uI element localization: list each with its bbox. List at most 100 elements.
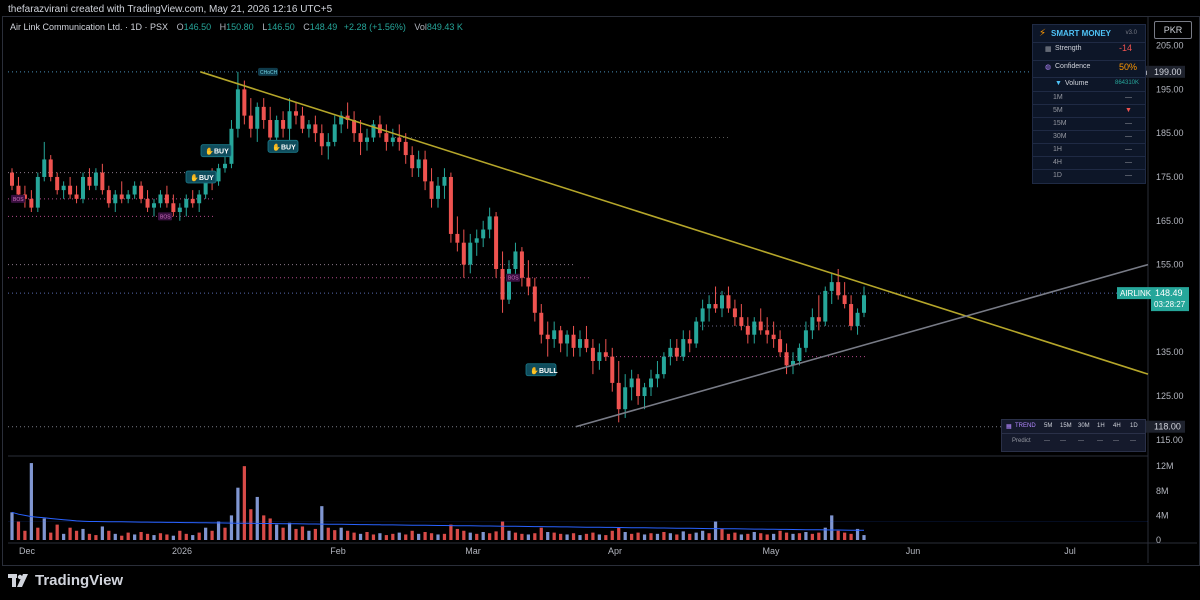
- volume-bar: [584, 533, 589, 540]
- candle-body: [410, 155, 415, 169]
- signal-choch-bg: [258, 67, 278, 76]
- volume-bar: [145, 533, 150, 540]
- high-value: 150.80: [226, 22, 254, 32]
- volume-label: Vol: [414, 22, 427, 32]
- open-value: 146.50: [183, 22, 212, 32]
- candle-body: [119, 194, 124, 199]
- candle-body: [603, 352, 608, 357]
- candle-body: [132, 185, 137, 195]
- signal-buy-icon: ✋: [190, 173, 199, 182]
- signal-buy-bg: [200, 144, 232, 158]
- trend-row-label: Predict: [1012, 438, 1031, 444]
- volume-bar: [442, 533, 447, 540]
- volume-bar: [642, 534, 647, 540]
- candle-body: [494, 216, 499, 269]
- candle-body: [429, 181, 434, 199]
- confidence-row: ◍ Confidence 50%: [1033, 60, 1145, 77]
- candle-body: [216, 168, 221, 182]
- candle-body: [500, 268, 505, 300]
- tf-row: 4H —: [1033, 156, 1145, 170]
- signal-bos-text: BOS: [160, 214, 171, 220]
- candle-body: [790, 360, 796, 366]
- candle-body: [481, 229, 486, 239]
- candle-body: [700, 308, 705, 322]
- volume-bar: [843, 532, 847, 540]
- volume-bar: [236, 487, 240, 540]
- volume-bar: [830, 515, 834, 540]
- signal-buy-text: BUY: [199, 175, 214, 182]
- volume-bar: [649, 533, 653, 540]
- trend-cell: —: [1060, 438, 1066, 444]
- low-price-tag-value: 118.00: [1154, 422, 1181, 432]
- volume-bar: [384, 535, 388, 540]
- candle-body: [87, 176, 92, 186]
- price-tick-label: 165.00: [1156, 216, 1184, 226]
- currency-button[interactable]: PKR: [1154, 21, 1192, 39]
- volume-bar: [855, 528, 860, 540]
- tf-label: 1D: [1053, 172, 1062, 179]
- volume-bar: [216, 521, 221, 540]
- volume-bar: [533, 533, 537, 540]
- candle-body: [261, 106, 266, 121]
- volume-bar: [468, 532, 472, 540]
- tradingview-wordmark: TradingView: [35, 572, 124, 589]
- volume-bar: [707, 533, 711, 540]
- candle-body: [235, 89, 240, 129]
- candle-body: [861, 295, 867, 313]
- volume-bar: [791, 533, 795, 540]
- candle-body: [151, 203, 157, 208]
- trend-table: ▦ TREND 5M 15M 30M 1H 4H 1D Predict — — …: [1001, 419, 1146, 452]
- chart-frame[interactable]: [2, 16, 1200, 566]
- volume-bar: [804, 532, 808, 540]
- candle-body: [268, 120, 273, 138]
- volume-bar: [823, 527, 827, 540]
- volume-bar: [171, 535, 175, 540]
- volume-ma-line: [11, 511, 864, 531]
- volume-bar: [688, 533, 692, 540]
- low-label: L: [262, 22, 268, 32]
- volume-bar: [352, 532, 356, 540]
- volume-bar: [765, 534, 769, 540]
- volume-bar: [346, 530, 350, 540]
- candle-body: [352, 120, 357, 134]
- candle-body: [752, 321, 757, 335]
- volume-bar: [488, 533, 492, 540]
- candle-body: [364, 137, 370, 142]
- last-price-tag-bg: [1151, 287, 1189, 312]
- volume-bar: [610, 530, 614, 540]
- volume-bar: [836, 530, 840, 540]
- candle-body: [610, 356, 615, 383]
- candle-body: [455, 233, 460, 243]
- candle-body: [461, 242, 466, 265]
- candle-body: [532, 286, 537, 313]
- candle-body: [661, 356, 666, 375]
- volume-bar: [29, 463, 33, 540]
- volume-bar: [617, 527, 621, 540]
- volume-bar: [507, 530, 511, 540]
- tradingview-logo[interactable]: TradingView: [8, 572, 123, 589]
- tf-label: 1M: [1053, 94, 1063, 101]
- candle-body: [126, 194, 131, 199]
- time-axis-label: Feb: [330, 546, 346, 556]
- volume-bar: [371, 534, 376, 540]
- high-price-tag-value-bg: [1151, 65, 1185, 78]
- volume-bar: [210, 530, 214, 540]
- candle-body: [287, 111, 292, 129]
- volume-bar: [191, 535, 195, 540]
- candle-body: [636, 378, 641, 397]
- trend-header: 1H: [1097, 423, 1105, 429]
- volume-bar: [500, 521, 505, 540]
- candle-body: [823, 290, 828, 322]
- signal-bos-text: BOS: [13, 197, 24, 203]
- volume-bar: [204, 527, 208, 540]
- footer-bar: [0, 566, 1200, 600]
- signal-buy-text: BUY: [214, 149, 229, 156]
- candle-body: [558, 330, 563, 344]
- volume-bar: [152, 535, 156, 540]
- candle-body: [616, 382, 621, 410]
- tf-signal: —: [1125, 120, 1132, 127]
- volume-bar: [701, 530, 705, 540]
- volume-bar: [797, 533, 802, 540]
- volume-row: ▼ Volume 864310K: [1033, 77, 1145, 91]
